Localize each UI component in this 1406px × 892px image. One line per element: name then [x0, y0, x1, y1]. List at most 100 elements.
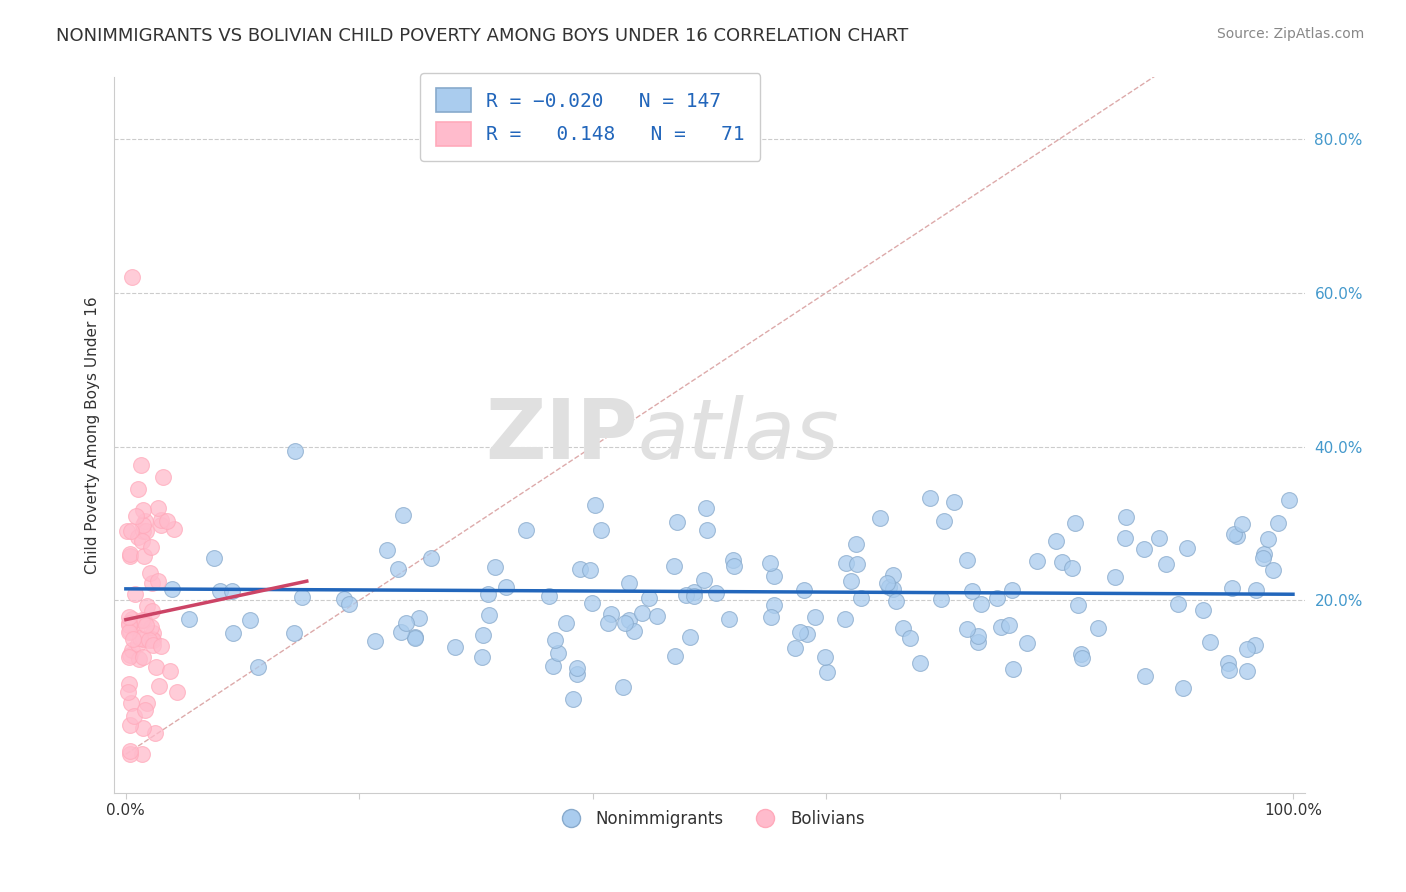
Point: [420, 550, 443, 565]
Point: [759, 556, 782, 570]
Point: [1087, 621, 1109, 635]
Point: [159, 665, 181, 679]
Point: [693, 573, 716, 587]
Point: [118, 625, 141, 640]
Point: [1133, 669, 1156, 683]
Point: [1223, 526, 1246, 541]
Point: [1026, 554, 1049, 568]
Point: [495, 580, 517, 594]
Point: [1192, 603, 1215, 617]
Point: [638, 591, 661, 605]
Point: [118, 677, 141, 691]
Point: [1147, 531, 1170, 545]
Point: [696, 523, 718, 537]
Point: [1267, 516, 1289, 531]
Point: [682, 589, 704, 603]
Point: [583, 498, 606, 512]
Point: [1257, 532, 1279, 546]
Point: [138, 632, 160, 647]
Point: [471, 650, 494, 665]
Point: [131, 533, 153, 548]
Text: ZIP: ZIP: [485, 394, 638, 475]
Point: [477, 587, 499, 601]
Text: Source: ZipAtlas.com: Source: ZipAtlas.com: [1216, 27, 1364, 41]
Text: NONIMMIGRANTS VS BOLIVIAN CHILD POVERTY AMONG BOYS UNDER 16 CORRELATION CHART: NONIMMIGRANTS VS BOLIVIAN CHILD POVERTY …: [56, 27, 908, 45]
Point: [814, 649, 837, 664]
Point: [121, 642, 143, 657]
Point: [839, 574, 862, 588]
Point: [617, 613, 640, 627]
Point: [127, 530, 149, 544]
Point: [132, 649, 155, 664]
Point: [132, 524, 155, 538]
Point: [118, 615, 141, 630]
Point: [363, 633, 385, 648]
Point: [1001, 583, 1024, 598]
Point: [1253, 551, 1275, 566]
Point: [614, 615, 637, 630]
Point: [332, 592, 354, 607]
Point: [1171, 681, 1194, 695]
Point: [763, 598, 786, 612]
Point: [404, 630, 426, 644]
Point: [664, 559, 686, 574]
Point: [1062, 560, 1084, 574]
Point: [695, 501, 717, 516]
Point: [132, 502, 155, 516]
Point: [882, 582, 904, 597]
Point: [202, 550, 225, 565]
Point: [723, 559, 745, 574]
Point: [579, 563, 602, 577]
Point: [117, 685, 139, 699]
Point: [120, 524, 142, 538]
Point: [717, 612, 740, 626]
Point: [793, 582, 815, 597]
Point: [666, 516, 689, 530]
Point: [845, 537, 868, 551]
Point: [291, 590, 314, 604]
Point: [142, 638, 165, 652]
Point: [1001, 662, 1024, 676]
Point: [124, 587, 146, 601]
Point: [117, 524, 139, 539]
Point: [120, 547, 142, 561]
Point: [835, 556, 858, 570]
Point: [118, 747, 141, 762]
Point: [143, 726, 166, 740]
Point: [484, 559, 506, 574]
Point: [141, 632, 163, 646]
Point: [1244, 583, 1267, 598]
Point: [1236, 641, 1258, 656]
Point: [131, 613, 153, 627]
Point: [846, 558, 869, 572]
Point: [990, 620, 1012, 634]
Point: [834, 612, 856, 626]
Point: [967, 635, 990, 649]
Point: [131, 721, 153, 735]
Point: [1115, 509, 1137, 524]
Point: [136, 696, 159, 710]
Point: [129, 631, 152, 645]
Point: [139, 566, 162, 580]
Point: [121, 612, 143, 626]
Point: [134, 613, 156, 627]
Point: [1222, 581, 1244, 595]
Point: [118, 650, 141, 665]
Point: [884, 594, 907, 608]
Point: [246, 660, 269, 674]
Point: [283, 626, 305, 640]
Point: [1052, 555, 1074, 569]
Point: [148, 679, 170, 693]
Point: [547, 646, 569, 660]
Point: [125, 508, 148, 523]
Point: [208, 584, 231, 599]
Point: [783, 640, 806, 655]
Point: [118, 618, 141, 632]
Point: [1070, 647, 1092, 661]
Point: [541, 659, 564, 673]
Point: [145, 660, 167, 674]
Point: [538, 589, 561, 603]
Point: [1070, 651, 1092, 665]
Point: [135, 599, 157, 614]
Point: [150, 513, 173, 527]
